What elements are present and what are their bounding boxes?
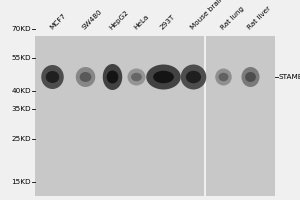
Bar bbox=[206, 36, 274, 196]
Bar bbox=[34, 36, 204, 196]
Text: Rat lung: Rat lung bbox=[219, 5, 245, 31]
Ellipse shape bbox=[46, 71, 59, 83]
Text: HepG2: HepG2 bbox=[108, 9, 130, 31]
Text: 40KD: 40KD bbox=[11, 88, 31, 94]
Ellipse shape bbox=[80, 72, 91, 82]
Ellipse shape bbox=[181, 64, 206, 90]
Ellipse shape bbox=[186, 71, 201, 83]
Text: HeLa: HeLa bbox=[132, 14, 149, 31]
Ellipse shape bbox=[131, 73, 142, 81]
Text: 55KD: 55KD bbox=[11, 55, 31, 61]
Text: 15KD: 15KD bbox=[11, 179, 31, 185]
Ellipse shape bbox=[146, 64, 181, 90]
Ellipse shape bbox=[218, 73, 229, 81]
Text: 35KD: 35KD bbox=[11, 106, 31, 112]
Text: SW480: SW480 bbox=[81, 9, 104, 31]
Text: 293T: 293T bbox=[159, 14, 176, 31]
Ellipse shape bbox=[41, 65, 64, 89]
Ellipse shape bbox=[103, 64, 122, 90]
Text: 25KD: 25KD bbox=[11, 136, 31, 142]
Text: Rat liver: Rat liver bbox=[246, 5, 272, 31]
Text: 70KD: 70KD bbox=[11, 26, 31, 32]
Text: Mouse brain: Mouse brain bbox=[189, 0, 225, 31]
Ellipse shape bbox=[107, 71, 118, 84]
Ellipse shape bbox=[215, 68, 232, 86]
Ellipse shape bbox=[76, 67, 95, 87]
Text: STAMBP: STAMBP bbox=[278, 74, 300, 80]
Ellipse shape bbox=[242, 67, 260, 87]
Ellipse shape bbox=[245, 72, 256, 82]
Ellipse shape bbox=[153, 71, 174, 83]
Text: MCF7: MCF7 bbox=[48, 13, 67, 31]
Ellipse shape bbox=[128, 68, 146, 86]
